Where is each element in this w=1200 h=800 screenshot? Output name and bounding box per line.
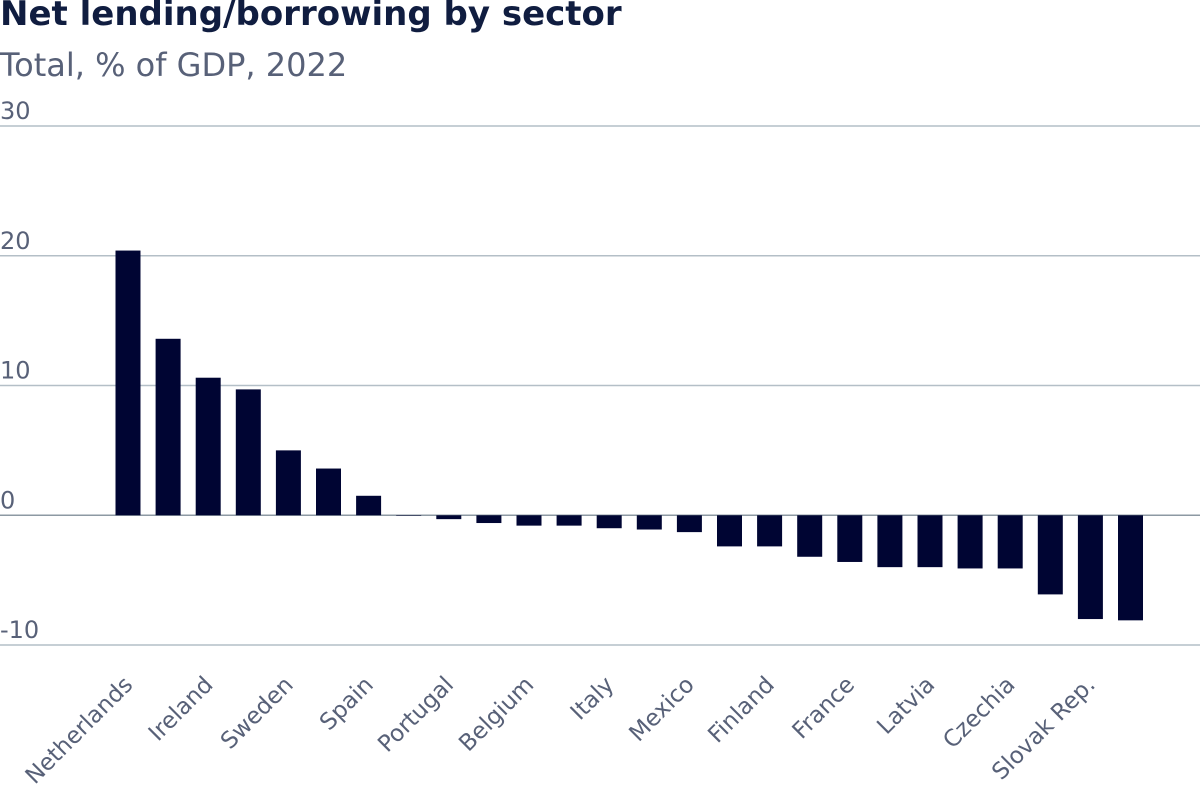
bar	[596, 515, 622, 529]
bar	[997, 515, 1023, 569]
bar	[235, 389, 261, 516]
bar	[917, 515, 943, 568]
category-label: Portugal	[373, 672, 459, 758]
y-tick-label: 10	[0, 357, 31, 385]
category-label: Sweden	[216, 672, 299, 755]
category-label: Mexico	[624, 672, 699, 747]
bar	[115, 250, 141, 516]
bar	[877, 515, 903, 568]
bar	[957, 515, 983, 569]
bar	[556, 515, 582, 526]
bar	[316, 468, 341, 516]
bar	[797, 515, 823, 557]
bar	[717, 515, 742, 547]
y-tick-label: 30	[0, 97, 31, 125]
bar	[356, 495, 382, 516]
category-label: Latvia	[872, 672, 940, 740]
bar	[676, 515, 702, 533]
bar	[1118, 515, 1143, 621]
y-tick-label: -10	[0, 616, 39, 644]
chart-subtitle: Total, % of GDP, 2022	[0, 46, 348, 84]
bar	[757, 515, 783, 547]
bar	[195, 377, 221, 516]
y-tick-label: 20	[0, 227, 31, 255]
category-label: Belgium	[454, 672, 539, 757]
chart-title: Net lending/borrowing by sector	[0, 0, 622, 34]
category-label: France	[788, 672, 860, 744]
category-label: Italy	[566, 672, 620, 726]
bar	[837, 515, 863, 562]
category-label: Spain	[315, 672, 379, 736]
bar	[396, 515, 422, 516]
bar	[516, 515, 542, 526]
bar	[476, 515, 502, 524]
bars	[115, 250, 1143, 621]
bar	[155, 338, 181, 516]
category-label: Netherlands	[21, 672, 139, 790]
category-label: Finland	[703, 672, 780, 749]
bar	[636, 515, 662, 530]
bar	[1077, 515, 1103, 620]
category-label: Ireland	[144, 672, 219, 747]
bar	[1037, 515, 1063, 595]
bar	[436, 515, 462, 520]
y-tick-label: 0	[0, 486, 15, 514]
category-label: Czechia	[938, 672, 1020, 754]
bar	[275, 450, 301, 516]
